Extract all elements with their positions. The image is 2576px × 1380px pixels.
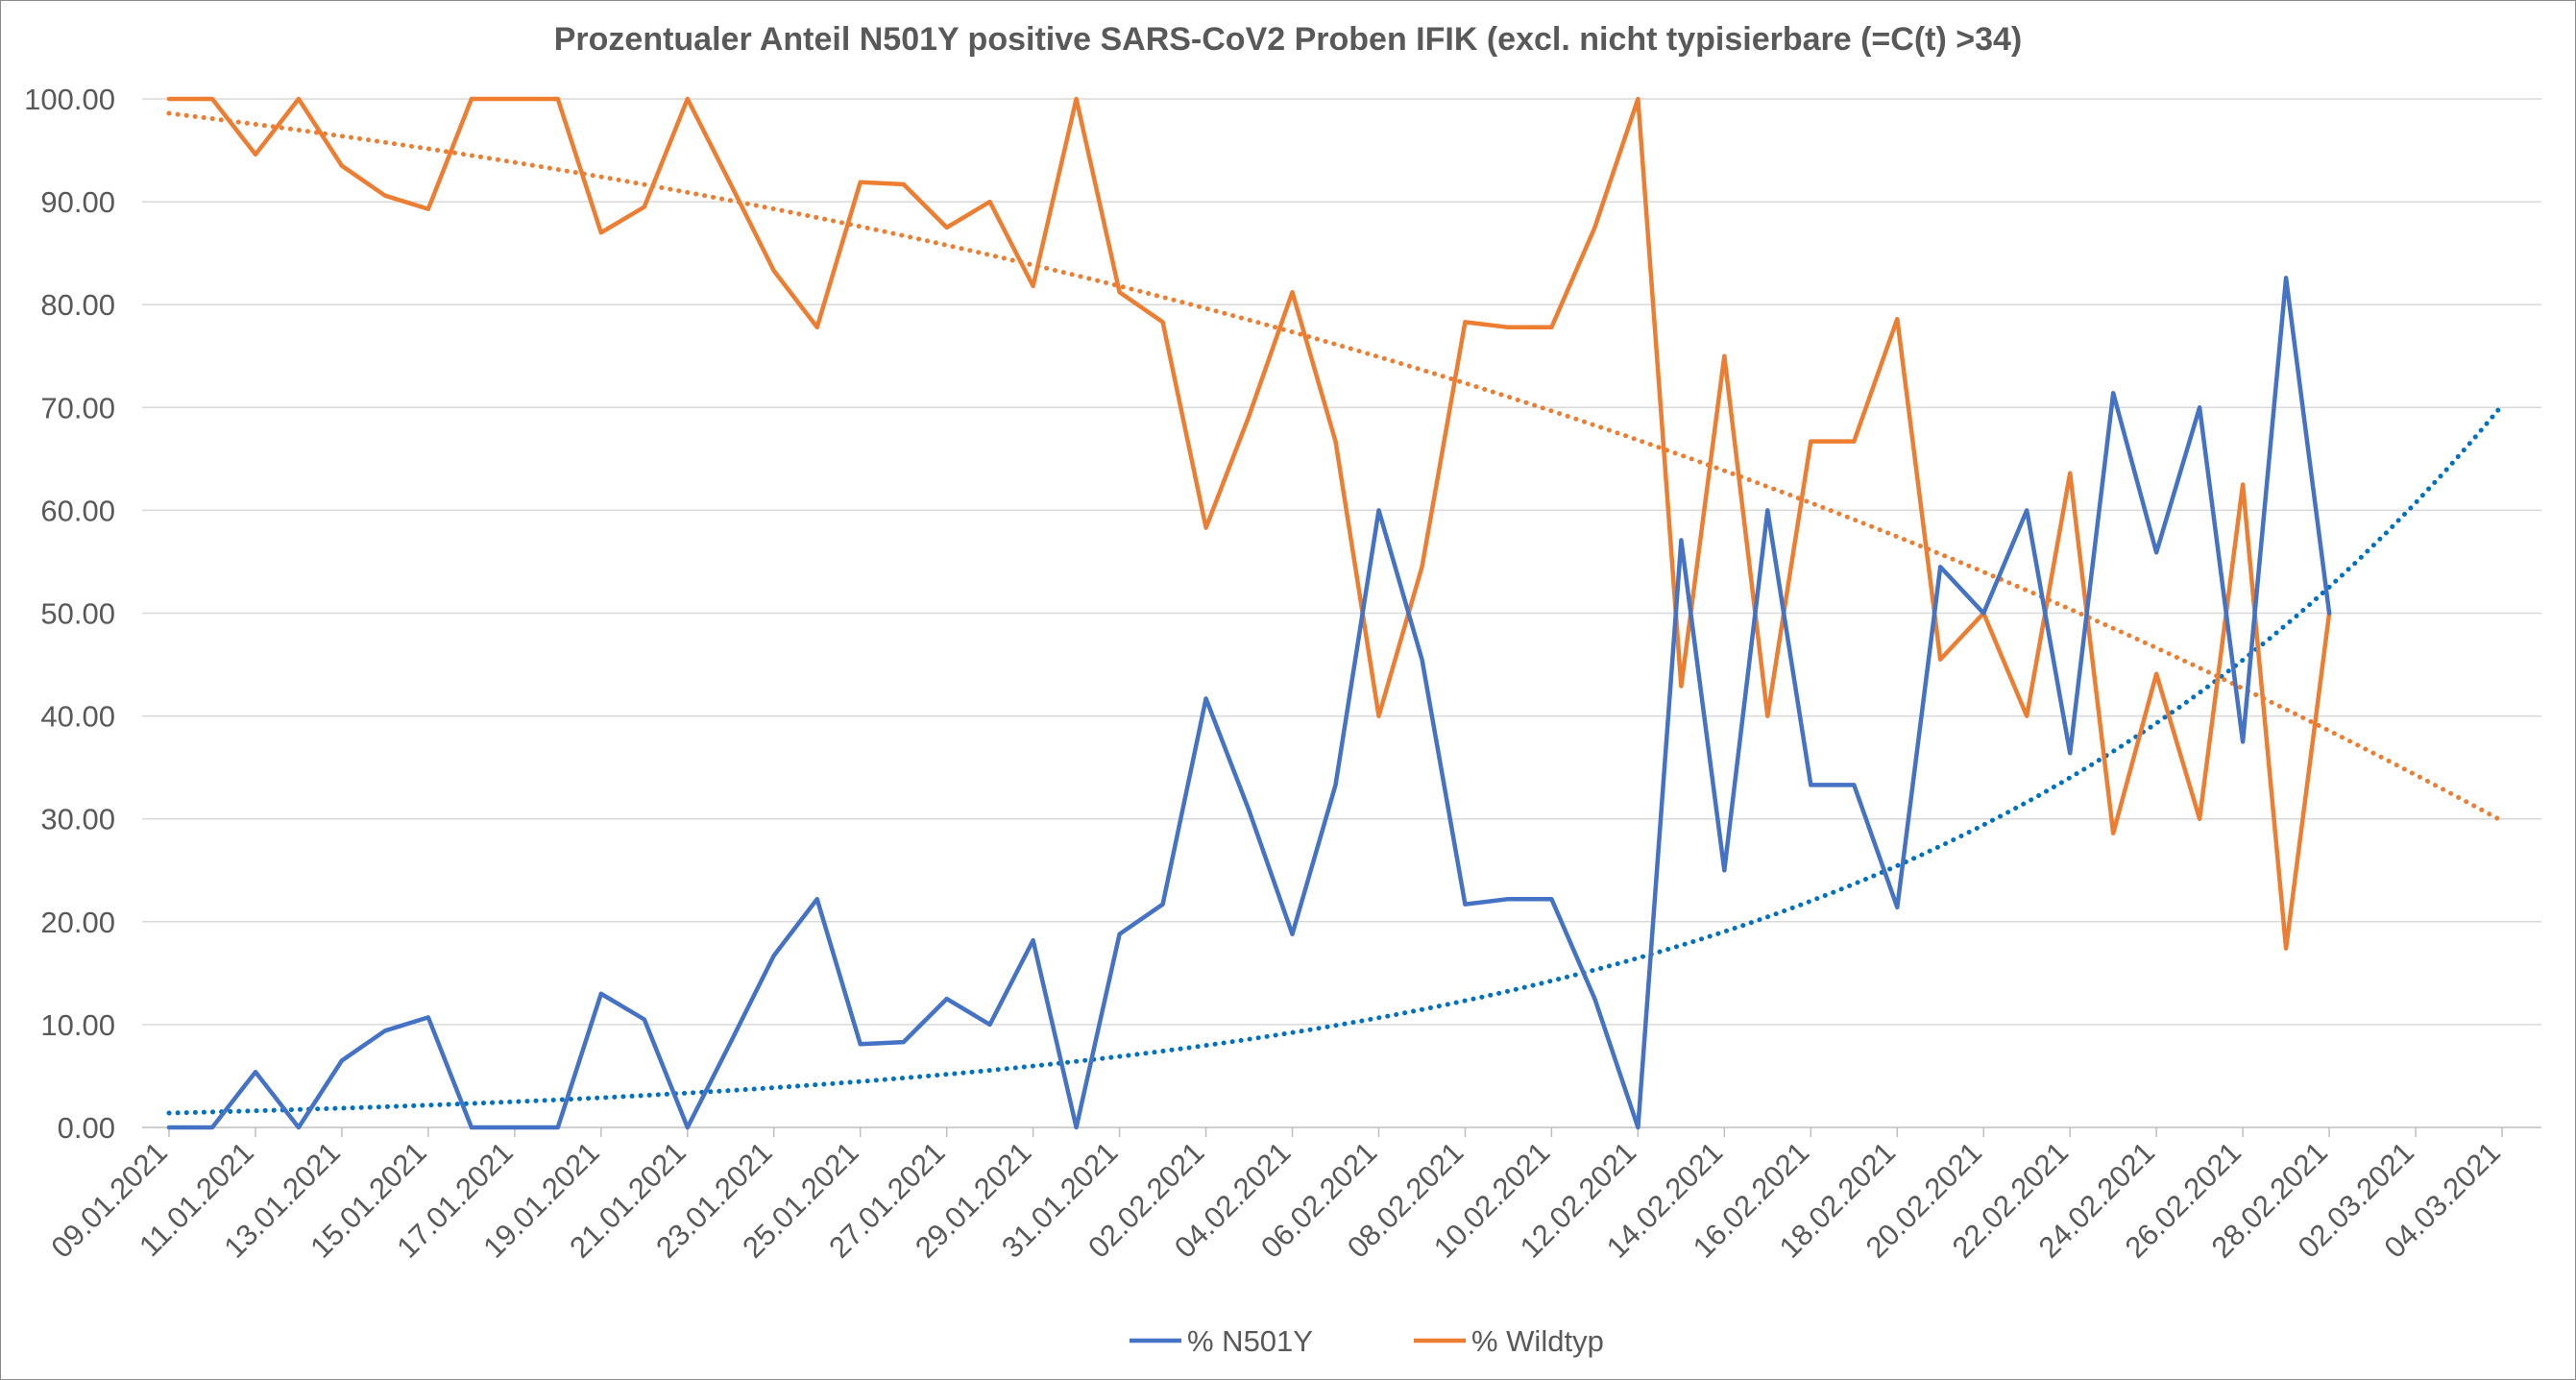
y-tick-label: 70.00 bbox=[40, 391, 115, 424]
y-tick-label: 40.00 bbox=[40, 700, 115, 734]
legend-label: % N501Y bbox=[1187, 1324, 1313, 1358]
series-line-wildtyp bbox=[166, 96, 2332, 951]
y-tick-label: 0.00 bbox=[58, 1111, 115, 1145]
y-tick-label: 90.00 bbox=[40, 185, 115, 219]
legend-label: % Wildtyp bbox=[1471, 1324, 1604, 1358]
y-tick-label: 50.00 bbox=[40, 597, 115, 631]
y-tick-label: 30.00 bbox=[40, 803, 115, 836]
chart-title: Prozentualer Anteil N501Y positive SARS-… bbox=[554, 21, 2023, 58]
y-tick-label: 60.00 bbox=[40, 494, 115, 527]
series-lines bbox=[166, 96, 2332, 1130]
y-tick-label: 10.00 bbox=[40, 1008, 115, 1042]
y-tick-label: 20.00 bbox=[40, 906, 115, 939]
legend: % N501Y % Wildtyp bbox=[1130, 1324, 1604, 1358]
y-axis-tick-labels: 0.00 10.00 20.00 30.00 40.00 50.00 60.00 70.00 8… bbox=[24, 83, 115, 1145]
gridlines bbox=[142, 98, 2541, 1026]
trendline-wildtyp bbox=[166, 110, 2505, 824]
y-tick-label: 80.00 bbox=[40, 288, 115, 322]
trendline-n501y bbox=[166, 402, 2505, 1116]
y-tick-label: 100.00 bbox=[24, 83, 115, 116]
series-line-n501y bbox=[166, 276, 2332, 1130]
trendlines bbox=[166, 110, 2505, 1116]
x-axis-tick-labels: 09.01.202111.01.202113.01.202115.01.2021… bbox=[44, 1127, 2507, 1265]
